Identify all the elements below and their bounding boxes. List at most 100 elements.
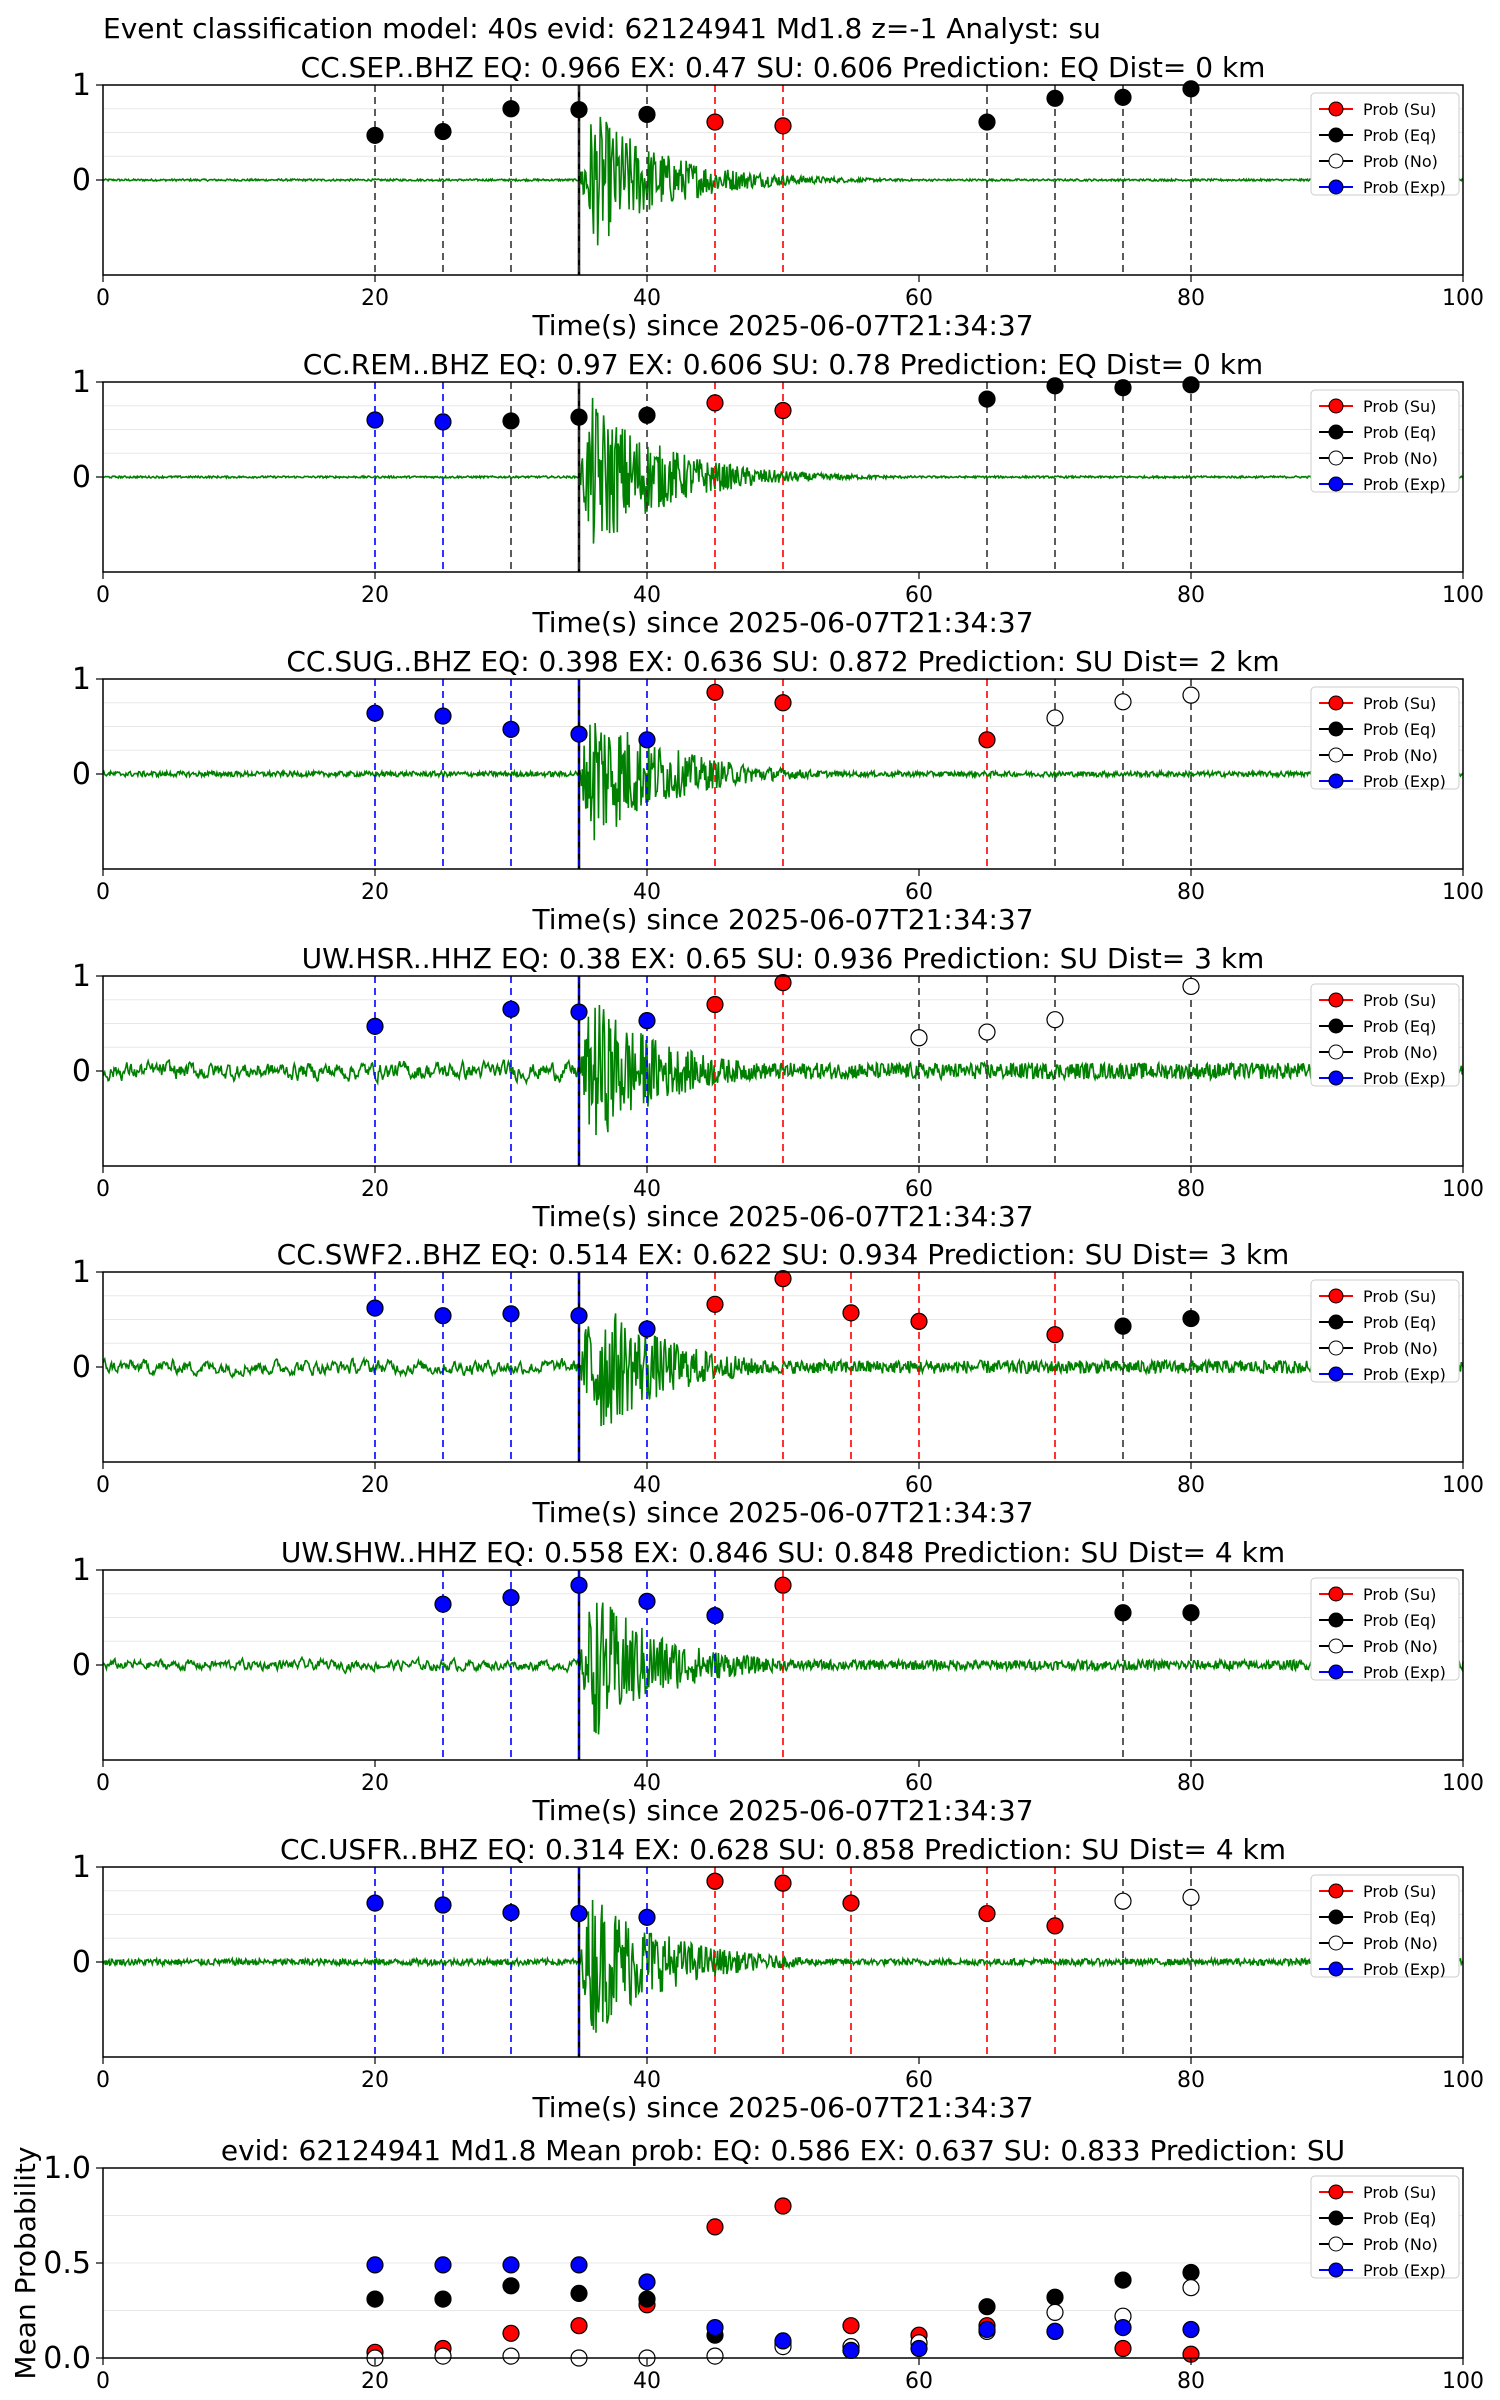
mean-point-exp xyxy=(842,2341,860,2359)
legend-label: Prob (Eq) xyxy=(1363,423,1436,442)
x-tick-label: 80 xyxy=(1177,1177,1205,1202)
panel-CC.SUG..BHZ: CC.SUG..BHZ EQ: 0.398 EX: 0.636 SU: 0.87… xyxy=(72,645,1484,936)
mean-point-eq xyxy=(638,2290,656,2308)
prob-point-exp xyxy=(638,1012,656,1030)
x-tick-label: 0 xyxy=(96,286,110,311)
mean-point-exp xyxy=(774,2332,792,2350)
legend-label: Prob (Su) xyxy=(1363,1585,1436,1604)
x-tick-label: 0 xyxy=(96,1473,110,1498)
mean-point-eq xyxy=(1182,2263,1200,2282)
panel-title: UW.SHW..HHZ EQ: 0.558 EX: 0.846 SU: 0.84… xyxy=(281,1536,1285,1569)
panel-title: CC.SEP..BHZ EQ: 0.966 EX: 0.47 SU: 0.606… xyxy=(301,51,1266,84)
prob-point-su xyxy=(774,974,792,992)
prob-point-exp xyxy=(366,704,384,722)
legend-label: Prob (No) xyxy=(1363,2235,1438,2254)
x-tick-label: 40 xyxy=(633,2369,661,2394)
legend-frame xyxy=(1310,1874,1460,1978)
mean-point-exp xyxy=(706,2319,724,2337)
prob-point-eq xyxy=(978,113,996,131)
prob-point-no xyxy=(1182,977,1200,996)
legend: Prob (Su) Prob (Eq) Prob (No) Prob (Exp) xyxy=(1310,1279,1460,1384)
x-tick-label: 100 xyxy=(1442,880,1484,905)
mean-point-exp xyxy=(570,2256,588,2274)
mean-point-eq xyxy=(978,2298,996,2316)
legend-label: Prob (Exp) xyxy=(1363,178,1446,197)
x-tick-label: 20 xyxy=(361,880,389,905)
legend-marker xyxy=(1328,127,1344,143)
x-tick-label: 100 xyxy=(1442,1473,1484,1498)
legend-marker xyxy=(1328,1612,1344,1628)
prob-point-exp xyxy=(434,1595,452,1613)
prob-point-su xyxy=(774,401,792,420)
x-tick-label: 100 xyxy=(1442,1771,1484,1796)
legend-label: Prob (Su) xyxy=(1363,1882,1436,1901)
y-tick-label: 0 xyxy=(72,1945,91,1980)
y-tick-label: 0 xyxy=(72,757,91,792)
legend-label: Prob (Eq) xyxy=(1363,1313,1436,1332)
x-tick-label: 60 xyxy=(905,1177,933,1202)
legend-marker xyxy=(1328,992,1344,1008)
x-tick-label: 20 xyxy=(361,583,389,608)
prob-point-exp xyxy=(570,1904,588,1923)
y-tick-label: 1 xyxy=(72,662,91,697)
prob-point-eq xyxy=(366,126,384,144)
panel-UW.SHW..HHZ: UW.SHW..HHZ EQ: 0.558 EX: 0.846 SU: 0.84… xyxy=(72,1536,1484,1827)
prob-point-exp xyxy=(638,1908,656,1926)
legend-marker xyxy=(1328,101,1344,117)
legend: Prob (Su) Prob (Eq) Prob (No) Prob (Exp) xyxy=(1310,92,1460,197)
mean-point-exp xyxy=(978,2320,996,2339)
prob-point-exp xyxy=(502,1588,520,1607)
mean-point-eq xyxy=(502,2277,520,2295)
y-tick-label: 0 xyxy=(72,1648,91,1683)
prob-point-no xyxy=(910,1029,928,1047)
x-tick-label: 40 xyxy=(633,286,661,311)
prob-point-no xyxy=(1114,1892,1132,1910)
mean-point-eq xyxy=(1046,2288,1064,2306)
mean-point-exp xyxy=(434,2256,452,2274)
x-tick-label: 0 xyxy=(96,1177,110,1202)
prob-point-eq xyxy=(1046,377,1064,395)
legend: Prob (Su) Prob (Eq) Prob (No) Prob (Exp) xyxy=(1310,686,1460,791)
mean-point-exp xyxy=(1046,2322,1064,2340)
x-axis-label: Time(s) since 2025-06-07T21:34:37 xyxy=(531,1496,1033,1529)
prob-point-eq xyxy=(1046,89,1064,107)
legend-marker xyxy=(1328,476,1344,492)
x-tick-label: 80 xyxy=(1177,286,1205,311)
legend-marker xyxy=(1328,747,1344,763)
waveform xyxy=(102,1899,1464,2033)
mean-point-eq xyxy=(434,2290,452,2308)
prob-point-su xyxy=(978,731,996,749)
prob-point-no xyxy=(1182,686,1200,704)
prob-point-exp xyxy=(434,1896,452,1914)
x-tick-label: 60 xyxy=(905,880,933,905)
prob-point-su xyxy=(706,1872,724,1890)
prob-point-su xyxy=(910,1312,928,1331)
prob-point-eq xyxy=(502,412,520,430)
legend-marker xyxy=(1328,1340,1344,1356)
legend-marker xyxy=(1328,1288,1344,1304)
legend-marker xyxy=(1328,1909,1344,1925)
prob-point-eq xyxy=(1182,1604,1200,1622)
x-tick-label: 100 xyxy=(1442,2369,1484,2394)
panels: CC.SEP..BHZ EQ: 0.966 EX: 0.47 SU: 0.606… xyxy=(9,51,1484,2394)
panel-title: CC.SUG..BHZ EQ: 0.398 EX: 0.636 SU: 0.87… xyxy=(286,645,1279,678)
mean-point-exp xyxy=(1114,2319,1132,2337)
legend-marker xyxy=(1328,2262,1344,2278)
prob-point-eq xyxy=(570,408,588,426)
prob-point-exp xyxy=(638,1320,656,1338)
prob-point-su xyxy=(774,117,792,135)
x-tick-label: 100 xyxy=(1442,2068,1484,2093)
y-tick-label: 0.5 xyxy=(43,2246,91,2281)
legend: Prob (Su) Prob (Eq) Prob (No) Prob (Exp) xyxy=(1310,983,1460,1088)
legend-label: Prob (Su) xyxy=(1363,2183,1436,2202)
legend-frame xyxy=(1310,2175,1460,2279)
legend-marker xyxy=(1328,179,1344,195)
prob-point-no xyxy=(1114,693,1132,711)
legend-label: Prob (Exp) xyxy=(1363,2261,1446,2280)
x-tick-label: 80 xyxy=(1177,2068,1205,2093)
panel-title: evid: 62124941 Md1.8 Mean prob: EQ: 0.58… xyxy=(221,2134,1345,2167)
y-tick-label: 0 xyxy=(72,1054,91,1089)
legend-marker xyxy=(1328,398,1344,414)
prob-point-exp xyxy=(570,1307,588,1325)
prob-point-su xyxy=(842,1894,860,1912)
